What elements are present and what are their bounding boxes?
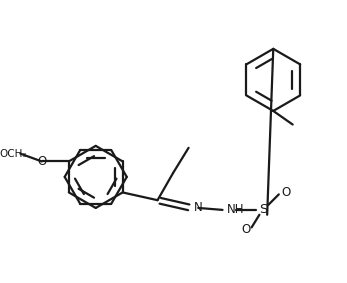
Text: OCH₃: OCH₃ [0,149,27,159]
Text: O: O [281,186,290,199]
Text: N: N [193,201,202,215]
Text: NH: NH [227,203,244,216]
Text: O: O [37,155,46,168]
Text: S: S [259,203,268,216]
Text: O: O [241,223,251,236]
